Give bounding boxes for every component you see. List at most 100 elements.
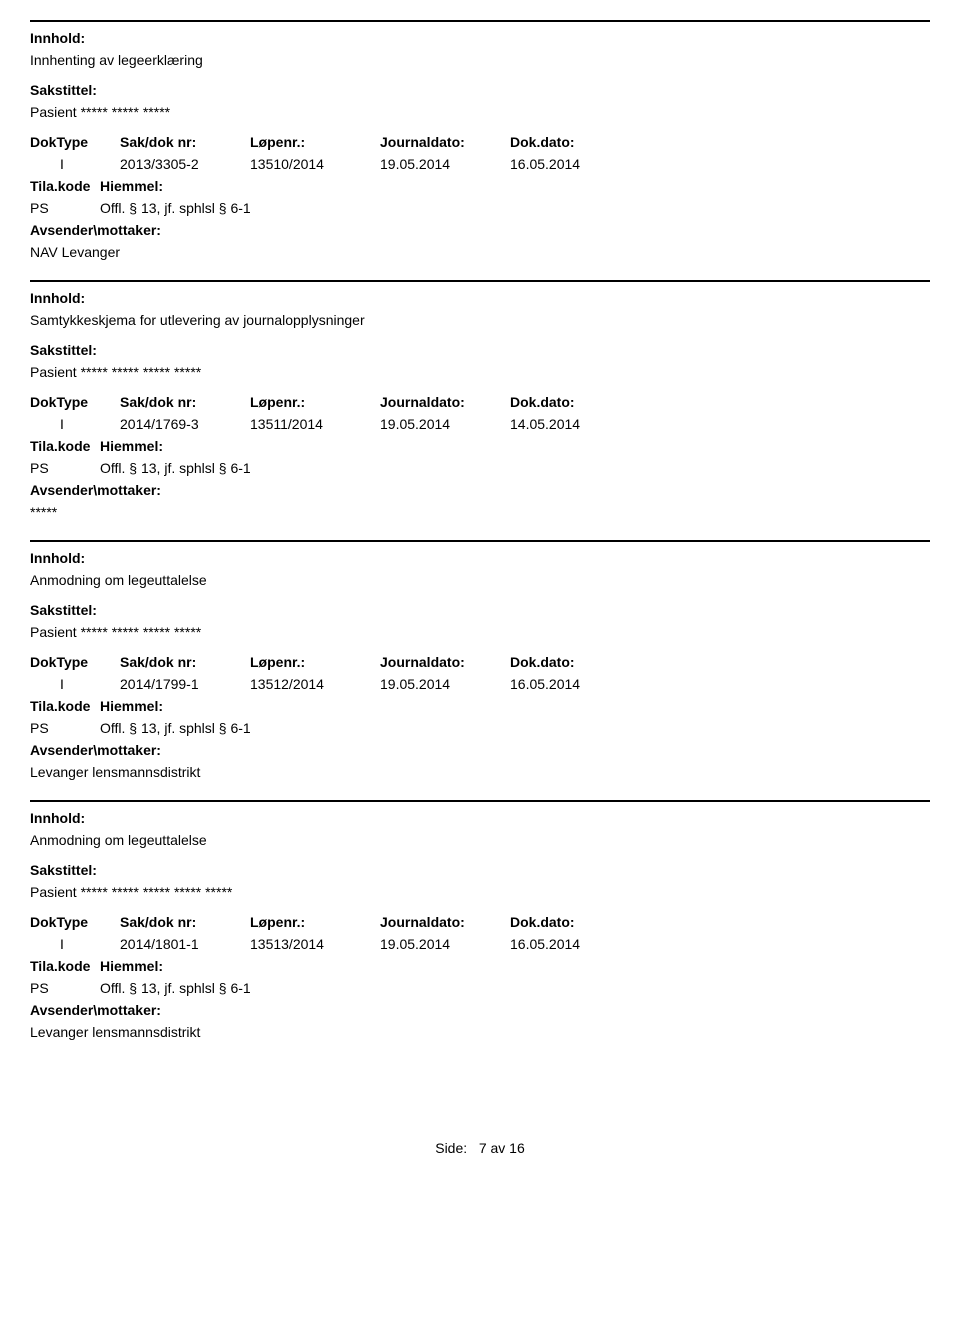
tilakode-header: Tila.kode: [30, 698, 100, 714]
lopenr-header: Løpenr.:: [250, 134, 380, 150]
journaldato-header: Journaldato:: [380, 914, 510, 930]
sakstittel-label: Sakstittel:: [30, 862, 930, 878]
tilakode-header: Tila.kode: [30, 958, 100, 974]
tilakode-row: PS Offl. § 13, jf. sphlsl § 6-1: [30, 720, 930, 736]
dokdato-value: 16.05.2014: [510, 676, 640, 692]
journaldato-value: 19.05.2014: [380, 936, 510, 952]
sakdoknr-header: Sak/dok nr:: [120, 134, 250, 150]
lopenr-value: 13510/2014: [250, 156, 380, 172]
hiemmel-header: Hiemmel:: [100, 958, 300, 974]
tilakode-value: PS: [30, 980, 100, 996]
sakstittel-label: Sakstittel:: [30, 602, 930, 618]
tilakode-value: PS: [30, 200, 100, 216]
journaldato-value: 19.05.2014: [380, 156, 510, 172]
sakstittel-label: Sakstittel:: [30, 82, 930, 98]
dokdato-value: 16.05.2014: [510, 936, 640, 952]
sakdoknr-value: 2014/1769-3: [120, 416, 250, 432]
entries-container: Innhold: Innhenting av legeerklæring Sak…: [30, 20, 930, 1040]
footer-page: 7 av 16: [479, 1140, 525, 1156]
avsender-value: Levanger lensmannsdistrikt: [30, 1024, 930, 1040]
tilakode-header: Tila.kode: [30, 438, 100, 454]
doktype-header: DokType: [30, 914, 120, 930]
sakdoknr-header: Sak/dok nr:: [120, 394, 250, 410]
dokdato-value: 16.05.2014: [510, 156, 640, 172]
page-footer: Side: 7 av 16: [30, 1140, 930, 1156]
dokdato-header: Dok.dato:: [510, 914, 640, 930]
lopenr-header: Løpenr.:: [250, 654, 380, 670]
hiemmel-value: Offl. § 13, jf. sphlsl § 6-1: [100, 980, 300, 996]
table-header: DokType Sak/dok nr: Løpenr.: Journaldato…: [30, 134, 930, 150]
journaldato-header: Journaldato:: [380, 134, 510, 150]
sakdoknr-header: Sak/dok nr:: [120, 654, 250, 670]
innhold-value: Anmodning om legeuttalelse: [30, 832, 930, 848]
sakstittel-value: Pasient ***** ***** *****: [30, 104, 930, 120]
tilakode-row: PS Offl. § 13, jf. sphlsl § 6-1: [30, 460, 930, 476]
avsender-value: *****: [30, 504, 930, 520]
lopenr-value: 13513/2014: [250, 936, 380, 952]
innhold-label: Innhold:: [30, 30, 930, 46]
tilakode-header: Tila.kode: [30, 178, 100, 194]
journal-entry: Innhold: Anmodning om legeuttalelse Saks…: [30, 800, 930, 1040]
tilakode-row: PS Offl. § 13, jf. sphlsl § 6-1: [30, 980, 930, 996]
innhold-value: Samtykkeskjema for utlevering av journal…: [30, 312, 930, 328]
journaldato-value: 19.05.2014: [380, 676, 510, 692]
table-row: I 2014/1799-1 13512/2014 19.05.2014 16.0…: [30, 676, 930, 692]
hiemmel-header: Hiemmel:: [100, 698, 300, 714]
avsender-label: Avsender\mottaker:: [30, 742, 930, 758]
doktype-value: I: [30, 676, 120, 692]
doktype-header: DokType: [30, 134, 120, 150]
sakdoknr-value: 2014/1801-1: [120, 936, 250, 952]
tilakode-header-row: Tila.kode Hiemmel:: [30, 178, 930, 194]
hiemmel-value: Offl. § 13, jf. sphlsl § 6-1: [100, 720, 300, 736]
dokdato-value: 14.05.2014: [510, 416, 640, 432]
hiemmel-header: Hiemmel:: [100, 438, 300, 454]
tilakode-header-row: Tila.kode Hiemmel:: [30, 958, 930, 974]
doktype-header: DokType: [30, 394, 120, 410]
footer-label: Side:: [435, 1140, 467, 1156]
table-header: DokType Sak/dok nr: Løpenr.: Journaldato…: [30, 654, 930, 670]
avsender-label: Avsender\mottaker:: [30, 1002, 930, 1018]
avsender-value: Levanger lensmannsdistrikt: [30, 764, 930, 780]
avsender-label: Avsender\mottaker:: [30, 222, 930, 238]
journaldato-value: 19.05.2014: [380, 416, 510, 432]
innhold-label: Innhold:: [30, 550, 930, 566]
sakstittel-label: Sakstittel:: [30, 342, 930, 358]
journal-entry: Innhold: Anmodning om legeuttalelse Saks…: [30, 540, 930, 780]
lopenr-header: Løpenr.:: [250, 394, 380, 410]
sakstittel-value: Pasient ***** ***** ***** *****: [30, 624, 930, 640]
tilakode-value: PS: [30, 720, 100, 736]
table-row: I 2014/1801-1 13513/2014 19.05.2014 16.0…: [30, 936, 930, 952]
innhold-label: Innhold:: [30, 290, 930, 306]
sakstittel-value: Pasient ***** ***** ***** *****: [30, 364, 930, 380]
journal-entry: Innhold: Samtykkeskjema for utlevering a…: [30, 280, 930, 520]
hiemmel-header: Hiemmel:: [100, 178, 300, 194]
doktype-value: I: [30, 936, 120, 952]
table-row: I 2013/3305-2 13510/2014 19.05.2014 16.0…: [30, 156, 930, 172]
hiemmel-value: Offl. § 13, jf. sphlsl § 6-1: [100, 200, 300, 216]
journal-entry: Innhold: Innhenting av legeerklæring Sak…: [30, 20, 930, 260]
tilakode-row: PS Offl. § 13, jf. sphlsl § 6-1: [30, 200, 930, 216]
table-header: DokType Sak/dok nr: Løpenr.: Journaldato…: [30, 914, 930, 930]
dokdato-header: Dok.dato:: [510, 394, 640, 410]
sakdoknr-header: Sak/dok nr:: [120, 914, 250, 930]
tilakode-header-row: Tila.kode Hiemmel:: [30, 698, 930, 714]
avsender-label: Avsender\mottaker:: [30, 482, 930, 498]
tilakode-value: PS: [30, 460, 100, 476]
sakdoknr-value: 2014/1799-1: [120, 676, 250, 692]
avsender-value: NAV Levanger: [30, 244, 930, 260]
table-header: DokType Sak/dok nr: Løpenr.: Journaldato…: [30, 394, 930, 410]
tilakode-header-row: Tila.kode Hiemmel:: [30, 438, 930, 454]
lopenr-header: Løpenr.:: [250, 914, 380, 930]
sakdoknr-value: 2013/3305-2: [120, 156, 250, 172]
innhold-value: Anmodning om legeuttalelse: [30, 572, 930, 588]
doktype-value: I: [30, 156, 120, 172]
journaldato-header: Journaldato:: [380, 394, 510, 410]
sakstittel-value: Pasient ***** ***** ***** ***** *****: [30, 884, 930, 900]
innhold-label: Innhold:: [30, 810, 930, 826]
doktype-value: I: [30, 416, 120, 432]
lopenr-value: 13512/2014: [250, 676, 380, 692]
lopenr-value: 13511/2014: [250, 416, 380, 432]
journaldato-header: Journaldato:: [380, 654, 510, 670]
dokdato-header: Dok.dato:: [510, 654, 640, 670]
dokdato-header: Dok.dato:: [510, 134, 640, 150]
